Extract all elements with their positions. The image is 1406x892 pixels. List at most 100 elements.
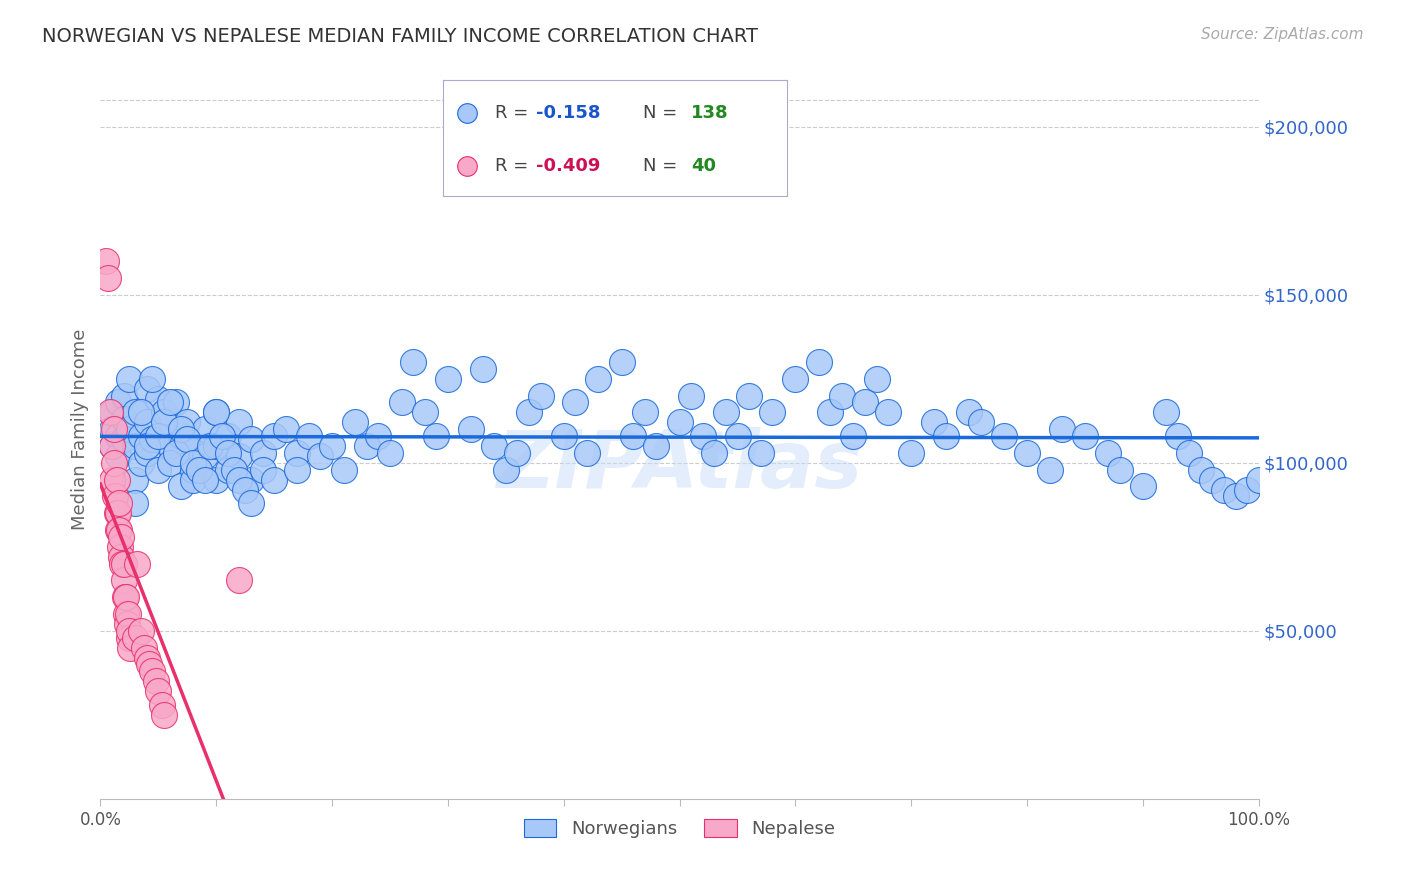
Point [1178, 446, 1201, 460]
Point [738, 389, 761, 403]
Point [205, 405, 228, 419]
Point [865, 372, 887, 386]
Point [138, 657, 160, 672]
Point [274, 422, 297, 436]
Point [115, 591, 138, 605]
Text: 138: 138 [690, 103, 728, 121]
Y-axis label: Median Family Income: Median Family Income [72, 328, 89, 530]
Point [1189, 462, 1212, 476]
Point [101, 422, 124, 436]
Text: ZIPAtlas: ZIPAtlas [496, 427, 863, 505]
Point [115, 617, 138, 632]
Point [807, 355, 830, 369]
Point [181, 473, 204, 487]
Point [129, 456, 152, 470]
Point [112, 389, 135, 403]
Point [610, 355, 633, 369]
Text: N =: N = [643, 103, 683, 121]
Point [413, 405, 436, 419]
Point [239, 432, 262, 446]
Point [112, 574, 135, 588]
Point [1050, 422, 1073, 436]
Point [103, 456, 125, 470]
Point [129, 429, 152, 443]
Point [135, 650, 157, 665]
Point [924, 416, 946, 430]
Point [321, 439, 343, 453]
Point [217, 446, 239, 460]
Point [153, 416, 176, 430]
Point [165, 395, 187, 409]
Point [104, 490, 127, 504]
Point [97, 271, 120, 285]
Point [134, 640, 156, 655]
Point [141, 664, 163, 678]
Point [692, 429, 714, 443]
Point [529, 389, 551, 403]
Point [484, 439, 506, 453]
Point [148, 462, 170, 476]
Point [108, 523, 131, 537]
Point [263, 473, 285, 487]
Point [356, 439, 378, 453]
Point [194, 449, 217, 463]
Point [105, 473, 128, 487]
Point [129, 624, 152, 638]
Point [217, 462, 239, 476]
Point [1225, 490, 1247, 504]
Point [222, 462, 245, 476]
Point [124, 473, 146, 487]
Point [194, 473, 217, 487]
Point [749, 446, 772, 460]
Point [105, 506, 128, 520]
Text: -0.158: -0.158 [536, 103, 600, 121]
Point [252, 462, 274, 476]
Point [785, 372, 807, 386]
Point [714, 405, 737, 419]
Point [575, 446, 598, 460]
Point [842, 429, 865, 443]
Point [115, 607, 138, 621]
Point [176, 416, 198, 430]
Point [98, 405, 121, 419]
Text: NORWEGIAN VS NEPALESE MEDIAN FAMILY INCOME CORRELATION CHART: NORWEGIAN VS NEPALESE MEDIAN FAMILY INCO… [42, 27, 758, 45]
Point [112, 432, 135, 446]
Point [153, 405, 176, 419]
Point [159, 439, 181, 453]
Point [110, 549, 132, 564]
Point [127, 557, 149, 571]
Point [367, 429, 389, 443]
Point [159, 456, 181, 470]
Point [117, 607, 139, 621]
Point [1097, 446, 1119, 460]
Point [148, 429, 170, 443]
Point [200, 439, 222, 453]
Point [1074, 429, 1097, 443]
Point [170, 429, 193, 443]
Point [703, 446, 725, 460]
Point [118, 422, 141, 436]
Point [877, 405, 900, 419]
Point [621, 429, 644, 443]
Point [148, 684, 170, 698]
Point [233, 483, 256, 497]
Point [853, 395, 876, 409]
Point [553, 429, 575, 443]
Point [141, 372, 163, 386]
Text: 40: 40 [690, 157, 716, 175]
Point [170, 422, 193, 436]
Point [391, 395, 413, 409]
Point [437, 372, 460, 386]
Point [107, 429, 129, 443]
Point [194, 422, 217, 436]
Point [135, 439, 157, 453]
Point [228, 449, 250, 463]
Point [101, 439, 124, 453]
Point [239, 473, 262, 487]
Point [148, 392, 170, 406]
Point [181, 462, 204, 476]
Point [101, 439, 124, 453]
Point [402, 355, 425, 369]
Point [460, 422, 482, 436]
Point [103, 422, 125, 436]
